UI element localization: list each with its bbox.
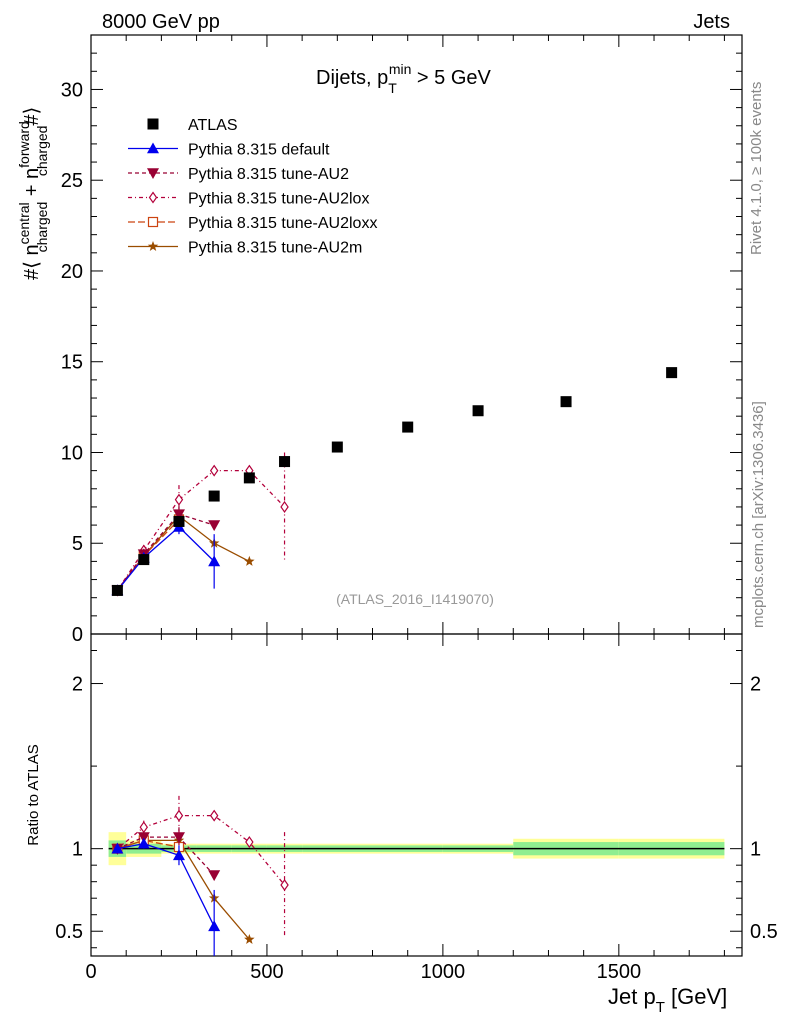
legend-label: Pythia 8.315 tune-AU2lox xyxy=(188,191,369,208)
main-plot-frame xyxy=(90,34,743,635)
ratio-point-AU2 xyxy=(172,832,185,844)
data-point-ATLAS xyxy=(138,554,150,566)
plot-title: Dijets, pTmin > 5 GeV xyxy=(316,61,492,96)
main-axis-ticks: 0 5 10 15 20 25 30 xyxy=(61,34,742,646)
ratio-point-AU2lox xyxy=(280,878,289,892)
ratio-point-AU2 xyxy=(137,832,150,844)
data-point-AU2 xyxy=(208,520,221,532)
x-tick-label: 0 xyxy=(85,961,96,983)
legend-label: Pythia 8.315 default xyxy=(188,142,330,159)
series-ATLAS xyxy=(111,367,678,596)
legend-marker xyxy=(147,118,159,130)
analysis-id-label: (ATLAS_2016_I1419070) xyxy=(336,591,494,607)
legend-marker xyxy=(147,241,159,251)
data-point-default xyxy=(208,555,221,567)
ratio-y-tick-label: 0.5 xyxy=(55,921,83,943)
ratio-y-tick-label-right: 1 xyxy=(750,839,761,861)
main-data-series xyxy=(111,367,678,597)
data-point-AU2lox xyxy=(209,464,219,477)
ratio-y-tick-label-right: 0.5 xyxy=(750,921,778,943)
legend-label: Pythia 8.315 tune-AU2m xyxy=(188,240,362,257)
legend-marker xyxy=(148,191,158,204)
y-tick-label: 20 xyxy=(61,261,83,283)
data-point-AU2lox xyxy=(280,500,289,513)
data-point-ATLAS xyxy=(331,441,343,453)
x-tick-label: 1000 xyxy=(421,961,466,983)
ratio-point-default xyxy=(208,920,221,932)
ratio-line-default xyxy=(117,843,215,927)
x-axis-label: Jet pT [GeV] xyxy=(608,984,727,1016)
y-tick-label: 30 xyxy=(61,79,83,101)
data-point-ATLAS xyxy=(402,421,414,433)
ratio-data-series xyxy=(111,795,289,956)
data-point-AU2 xyxy=(172,509,185,521)
ratio-series-default xyxy=(111,837,221,956)
y-tick-label: 15 xyxy=(61,352,83,374)
observable-group-label: Jets xyxy=(693,11,730,33)
y-tick-label: 0 xyxy=(72,624,83,646)
collision-energy-label: 8000 GeV pp xyxy=(102,11,220,33)
y-tick-label: 10 xyxy=(61,442,83,464)
legend-entry-AU2loxx: Pythia 8.315 tune-AU2loxx xyxy=(128,215,377,232)
legend-label: Pythia 8.315 tune-AU2 xyxy=(188,166,349,183)
ratio-point-default xyxy=(172,849,185,861)
ratio-y-tick-label-right: 2 xyxy=(750,674,761,696)
ratio-y-tick-label: 1 xyxy=(72,839,83,861)
y-tick-label: 5 xyxy=(72,533,83,555)
legend-label: Pythia 8.315 tune-AU2loxx xyxy=(188,215,377,232)
ratio-point-AU2m xyxy=(244,933,255,944)
legend-entry-AU2lox: Pythia 8.315 tune-AU2lox xyxy=(128,191,369,208)
data-point-ATLAS xyxy=(472,405,484,417)
ratio-y-axis-label: Ratio to ATLAS xyxy=(25,744,42,845)
legend-entry-AU2m: Pythia 8.315 tune-AU2m xyxy=(128,240,362,257)
data-point-ATLAS xyxy=(243,472,255,484)
ratio-axis-ticks: 0.5 0.5 1 1 2 2 0 500 1000 1500 xyxy=(55,634,778,983)
ratio-point-default xyxy=(111,842,124,854)
ratio-line-AU2lox xyxy=(116,814,286,886)
rivet-version-label: Rivet 4.1.0, ≥ 100k events xyxy=(748,82,765,255)
data-point-ATLAS xyxy=(666,367,678,379)
data-point-ATLAS xyxy=(208,490,220,502)
series-line-default xyxy=(116,526,215,591)
x-tick-label: 1500 xyxy=(597,961,642,983)
ratio-point-AU2lox xyxy=(139,821,149,834)
ratio-point-AU2lox xyxy=(174,809,184,822)
data-point-ATLAS xyxy=(173,515,185,527)
ratio-y-tick-label: 2 xyxy=(72,674,83,696)
data-point-ATLAS xyxy=(111,584,123,596)
ratio-point-AU2 xyxy=(208,870,221,882)
legend-entry-AU2: Pythia 8.315 tune-AU2 xyxy=(128,166,349,183)
x-tick-label: 500 xyxy=(250,961,283,983)
series-line-AU2 xyxy=(116,513,215,591)
data-point-AU2m xyxy=(244,555,255,566)
y-tick-label: 25 xyxy=(61,170,83,192)
legend-entry-ATLAS: ATLAS xyxy=(147,117,238,134)
ratio-plot-frame xyxy=(90,633,743,957)
legend-entry-default: Pythia 8.315 default xyxy=(128,142,330,159)
legend-label: ATLAS xyxy=(188,117,238,134)
data-point-ATLAS xyxy=(560,396,572,408)
ratio-line-AU2loxx xyxy=(117,839,180,850)
legend: ATLAS Pythia 8.315 default Pythia 8.315 tu… xyxy=(128,117,377,257)
ratio-point-AU2lox xyxy=(209,809,219,822)
main-y-axis-label: #⟨ ncentral charged + nforward charged#⟩ xyxy=(16,107,50,280)
ratio-uncertainty-band xyxy=(108,832,725,866)
main-plot-panel: 0 5 10 15 20 25 30 (ATLAS_2016_I1419070) Dijet… xyxy=(16,34,743,646)
series-line-AU2lox xyxy=(116,469,286,591)
ratio-plot-panel: 0.5 0.5 1 1 2 2 0 500 1000 1500 Ratio to ATLAS xyxy=(25,633,778,983)
mcplots-credit-label: mcplots.cern.ch [arXiv:1306.3436] xyxy=(750,401,767,628)
legend-marker xyxy=(147,216,159,228)
ratio-line-AU2 xyxy=(117,836,215,876)
data-point-ATLAS xyxy=(279,456,291,468)
ratio-series-AU2lox xyxy=(113,795,289,938)
data-point-AU2lox xyxy=(174,493,184,506)
ratio-point-default xyxy=(137,837,150,849)
legend-marker xyxy=(147,168,159,179)
ratio-point-AU2lox xyxy=(245,836,254,849)
legend-marker xyxy=(147,142,159,154)
